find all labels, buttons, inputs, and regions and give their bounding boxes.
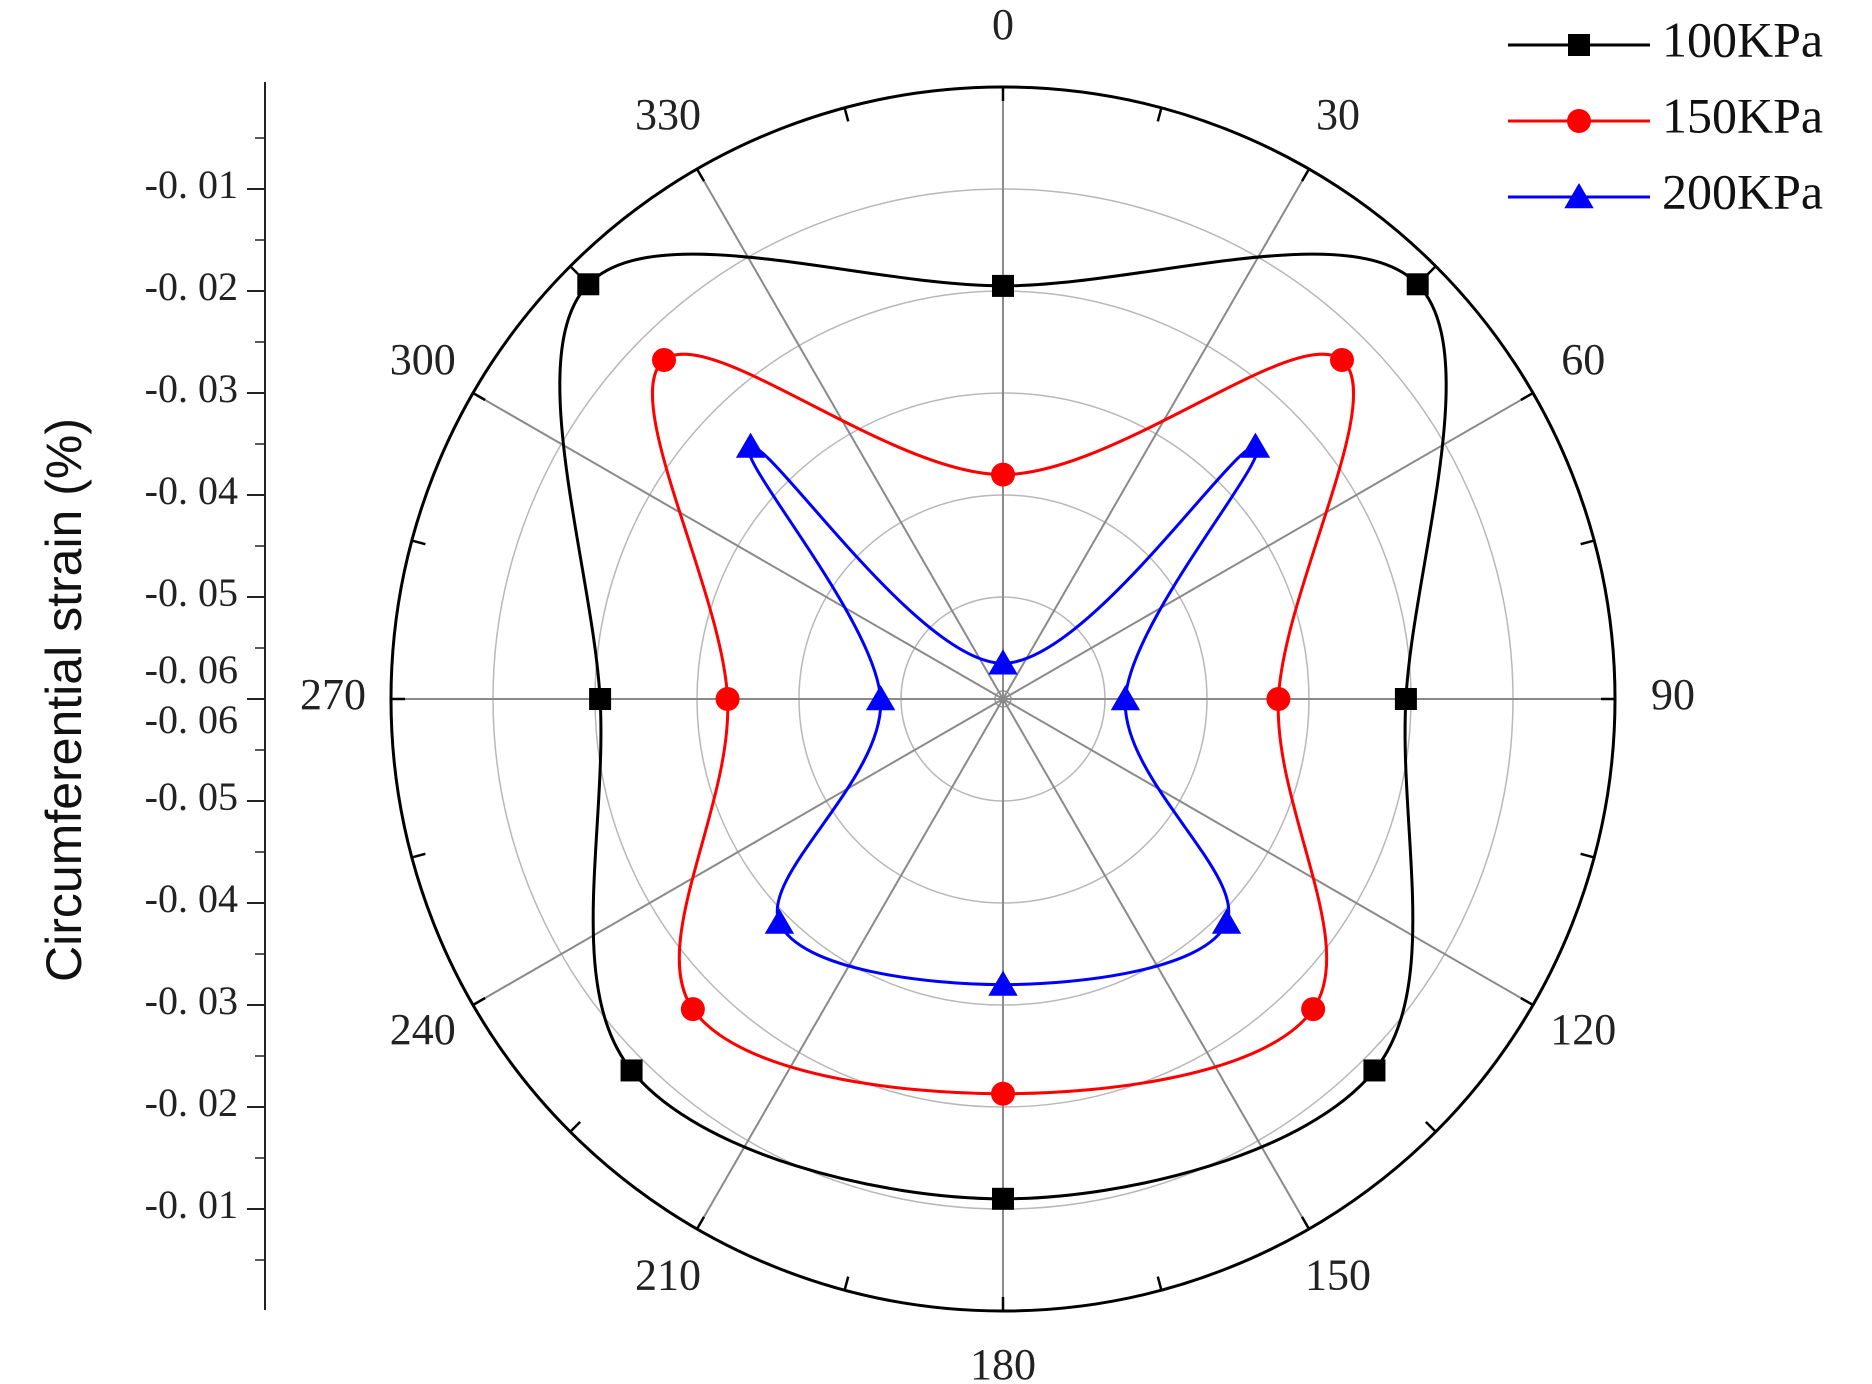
outer-circle xyxy=(389,85,1617,1313)
angle-tick xyxy=(472,391,486,402)
radial-label-upper: -0. 01 xyxy=(145,162,238,207)
data-point-45 xyxy=(1329,348,1354,373)
radial-label-lower: -0. 04 xyxy=(145,876,238,921)
angle-tick xyxy=(1300,1216,1311,1230)
spoke xyxy=(696,698,1004,1230)
angle-label-0: 0 xyxy=(992,0,1014,49)
data-point-90 xyxy=(1110,685,1141,711)
angle-label-180: 180 xyxy=(970,1340,1036,1384)
data-point-180 xyxy=(992,1187,1014,1210)
spoke xyxy=(472,698,1004,1006)
angle-label-120: 120 xyxy=(1550,1005,1616,1054)
data-point-180 xyxy=(991,1081,1015,1106)
data-point-90 xyxy=(1266,687,1291,711)
angle-tick xyxy=(695,168,706,182)
angle-tick xyxy=(695,1216,706,1230)
data-point-225 xyxy=(680,997,705,1022)
data-point-315 xyxy=(652,348,677,373)
data-point-45 xyxy=(1406,273,1429,296)
radial-axis: -0. 01 -0. 02 -0. 03 -0. 04 -0. 05 -0. 06 -0. … xyxy=(145,82,266,1310)
angle-tick xyxy=(1520,996,1534,1007)
data-point-90 xyxy=(1394,688,1417,710)
legend-marker xyxy=(1564,183,1594,209)
angle-tick xyxy=(1300,168,1311,182)
angle-label-60: 60 xyxy=(1561,335,1605,384)
angle-tick xyxy=(843,107,850,122)
radial-label-lower: -0. 01 xyxy=(145,1182,238,1227)
angle-label-330: 330 xyxy=(635,90,701,139)
data-point-270 xyxy=(865,685,896,711)
legend-item: 100KPa xyxy=(1508,11,1823,67)
angle-tick xyxy=(411,852,426,859)
angle-tick xyxy=(1580,852,1595,859)
data-point-270 xyxy=(715,687,740,711)
legend-item: 200KPa xyxy=(1508,163,1823,219)
spoke xyxy=(1002,392,1534,700)
radial-label-upper: -0. 06 xyxy=(145,647,238,692)
legend-label: 100KPa xyxy=(1662,11,1823,67)
radial-label-lower: -0. 03 xyxy=(145,978,238,1023)
legend-label: 200KPa xyxy=(1662,163,1823,219)
data-point-135 xyxy=(1301,997,1326,1022)
radial-label-upper: -0. 05 xyxy=(145,570,238,615)
spoke xyxy=(472,392,1004,700)
radial-label-lower: -0. 02 xyxy=(145,1080,238,1125)
angle-tick-labels: 0 30 60 90 120 150 180 210 240 270 300 330 xyxy=(300,0,1695,1384)
spoke xyxy=(1002,698,1534,1006)
angle-tick xyxy=(1156,107,1163,122)
data-point-270 xyxy=(589,688,612,710)
legend-marker xyxy=(1568,34,1590,56)
legend-marker xyxy=(1567,109,1591,133)
angle-tick xyxy=(472,996,486,1007)
angle-tick xyxy=(1156,1276,1163,1291)
angle-label-300: 300 xyxy=(390,335,456,384)
legend-label: 150KPa xyxy=(1662,87,1823,143)
data-point-180 xyxy=(988,970,1018,996)
angle-label-30: 30 xyxy=(1316,90,1360,139)
angle-label-270: 270 xyxy=(300,670,366,719)
data-point-135 xyxy=(1211,908,1242,934)
series-150KPa xyxy=(651,348,1355,1106)
radial-label-lower: -0. 06 xyxy=(145,697,238,742)
angle-tick xyxy=(1520,391,1534,402)
legend-item: 150KPa xyxy=(1508,87,1823,143)
radial-label-upper: -0. 02 xyxy=(145,264,238,309)
data-point-225 xyxy=(620,1059,643,1082)
y-axis-label: Circumferential strain (%) xyxy=(36,418,92,982)
series-100KPa xyxy=(558,252,1448,1210)
legend: 100KPa 150KPa 200KPa xyxy=(1508,11,1823,219)
data-point-45 xyxy=(1240,432,1271,458)
data-point-315 xyxy=(735,432,766,458)
angle-tick xyxy=(843,1276,850,1291)
angle-tick xyxy=(411,539,426,546)
data-point-225 xyxy=(764,908,795,934)
data-point-315 xyxy=(577,273,600,296)
angle-tick xyxy=(569,1120,582,1133)
radial-label-upper: -0. 03 xyxy=(145,366,238,411)
spoke xyxy=(1002,698,1310,1230)
angle-label-150: 150 xyxy=(1305,1250,1371,1299)
radial-label-lower: -0. 05 xyxy=(145,774,238,819)
data-point-0 xyxy=(988,649,1018,675)
data-series xyxy=(558,252,1448,1210)
data-point-135 xyxy=(1363,1059,1386,1082)
angle-label-90: 90 xyxy=(1651,670,1695,719)
series-200KPa xyxy=(735,432,1271,996)
angle-label-240: 240 xyxy=(390,1005,456,1054)
data-point-0 xyxy=(991,462,1015,487)
angle-tick xyxy=(1424,1120,1437,1133)
angle-label-210: 210 xyxy=(635,1250,701,1299)
radial-label-upper: -0. 04 xyxy=(145,468,238,513)
data-point-0 xyxy=(992,274,1014,297)
angle-tick xyxy=(1580,539,1595,546)
